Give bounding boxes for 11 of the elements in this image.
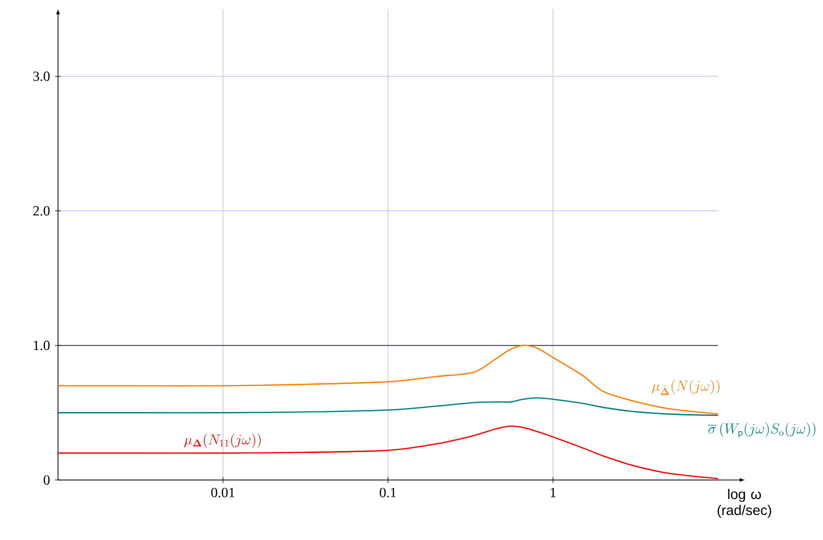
y-tick-label: 3.0 [33, 72, 50, 82]
x-tick-label: 0.01 [211, 488, 234, 498]
x-axis-title: log ω (rad/sec) [718, 488, 772, 518]
y-tick-label: 1.0 [34, 340, 50, 350]
x-tick-label: 1 [550, 488, 556, 498]
x-tick-label: 0.1 [380, 488, 396, 498]
y-tick-label: 0 [44, 475, 50, 485]
series-label: $\overline{\sigma}\left(W_{\mathsf{p}}(j\omega)S_{\mathrm{o}}(j\omega)\right)$ [708, 422, 816, 438]
series-label: $\mu_{\mathbf{\Delta}}(N_{11}(j\omega))$ [184, 433, 261, 448]
y-tick-label: 2.0 [33, 206, 50, 216]
series-label: $\mu_{\tilde{\mathbf{\Delta}}}(N(j\omega))$ [652, 380, 720, 395]
